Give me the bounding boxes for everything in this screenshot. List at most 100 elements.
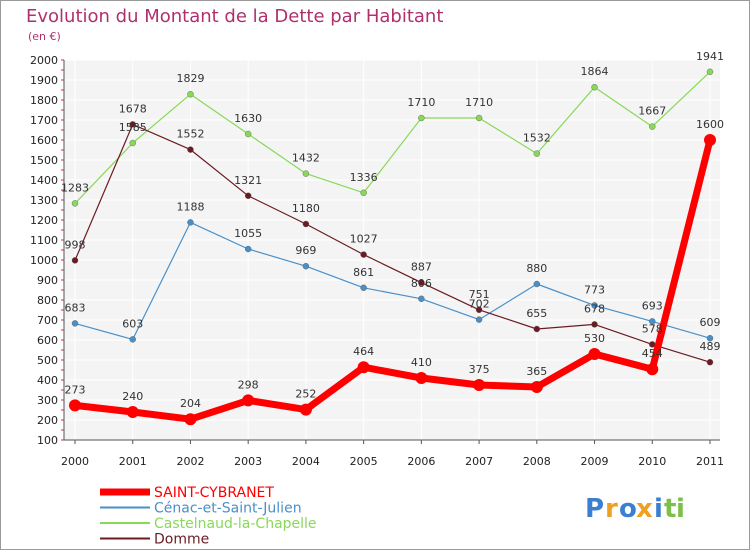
- data-point: [418, 295, 425, 302]
- data-label: 252: [295, 388, 316, 401]
- data-point: [360, 189, 367, 197]
- data-point: [187, 219, 194, 226]
- data-label: 1552: [176, 128, 204, 141]
- data-point: [71, 200, 79, 207]
- legend-entry: Castelnaud-la-Chapelle: [154, 516, 317, 532]
- y-tick-label: 500: [37, 354, 58, 367]
- data-point: [649, 318, 656, 325]
- data-label: 1432: [292, 152, 320, 165]
- data-point: [129, 139, 136, 147]
- x-tick-label: 2006: [407, 455, 435, 468]
- data-point: [357, 361, 370, 374]
- data-label: 1829: [176, 72, 204, 85]
- y-tick-label: 300: [37, 394, 58, 407]
- data-point: [533, 150, 541, 157]
- data-point: [360, 251, 367, 258]
- data-point: [129, 121, 136, 128]
- x-tick-label: 2003: [234, 455, 262, 468]
- data-label: 1055: [234, 227, 262, 240]
- x-tick-label: 2001: [119, 455, 147, 468]
- plot-area: [64, 60, 720, 440]
- data-label: 887: [411, 261, 432, 274]
- data-label: 1678: [119, 102, 147, 115]
- data-label: 998: [65, 238, 86, 251]
- data-point: [244, 245, 252, 253]
- data-point: [475, 114, 483, 122]
- data-point: [244, 192, 252, 200]
- logo-letter: i: [654, 494, 663, 524]
- x-tick-label: 2008: [523, 455, 551, 468]
- data-label: 1630: [234, 112, 262, 125]
- series-line-0: [74, 139, 714, 423]
- data-point: [184, 413, 197, 426]
- data-point: [129, 336, 136, 343]
- legend-entry: Domme: [154, 532, 209, 548]
- chart-title: Evolution du Montant de la Dette par Hab…: [26, 6, 443, 27]
- data-point: [360, 284, 367, 291]
- logo-letter: r: [605, 494, 618, 524]
- data-point: [533, 280, 541, 288]
- logo-letter: P: [585, 494, 604, 524]
- data-labels: 273 240 204 298 252 464 410 375 365 530 454 1600 683…: [61, 50, 724, 410]
- x-tick-label: 2004: [292, 455, 320, 468]
- chart-subtitle: (en €): [28, 30, 61, 43]
- data-point: [71, 257, 79, 264]
- x-tick-label: 2011: [696, 455, 724, 468]
- data-label: 751: [469, 288, 490, 301]
- data-point: [302, 263, 310, 270]
- data-label: 1532: [523, 132, 551, 145]
- data-point: [71, 320, 79, 327]
- data-label: 464: [353, 345, 374, 358]
- data-point: [706, 68, 714, 76]
- data-label: 1321: [234, 174, 262, 187]
- y-tick-label: 100: [37, 434, 58, 447]
- data-label: 530: [584, 332, 605, 345]
- data-label: 683: [65, 301, 86, 314]
- data-point: [415, 372, 428, 384]
- y-tick-label: 600: [37, 334, 58, 347]
- data-label: 1710: [407, 96, 435, 109]
- data-label: 1027: [350, 233, 378, 246]
- logo-letter: o: [619, 494, 637, 524]
- y-tick-label: 700: [37, 314, 58, 327]
- data-point: [69, 399, 81, 412]
- y-tick-label: 1100: [30, 234, 58, 247]
- data-label: 1188: [176, 200, 204, 213]
- legend: SAINT-CYBRANETCénac-et-Saint-JulienCaste…: [100, 485, 317, 548]
- data-point: [706, 335, 714, 342]
- data-label: 880: [526, 262, 547, 275]
- data-point: [244, 130, 252, 138]
- legend-entry: Cénac-et-Saint-Julien: [154, 501, 302, 517]
- data-point: [418, 114, 425, 122]
- data-label: 1667: [638, 105, 666, 118]
- data-label: 655: [526, 307, 547, 320]
- y-tick-label: 1400: [30, 174, 58, 187]
- x-tick-label: 2007: [465, 455, 493, 468]
- data-point: [418, 279, 425, 286]
- data-point: [242, 394, 255, 407]
- axes: 100 200 300 400 500 600 700 800 900 1000 1100 1200 1…: [30, 54, 724, 468]
- y-tick-label: 1600: [30, 134, 58, 147]
- data-label: 1180: [292, 202, 320, 215]
- data-label: 609: [700, 316, 721, 329]
- data-point: [591, 302, 598, 309]
- data-label: 410: [411, 356, 432, 369]
- data-point: [706, 359, 714, 366]
- data-point: [473, 379, 486, 391]
- data-label: 806: [411, 277, 432, 290]
- y-tick-label: 1300: [30, 194, 58, 207]
- data-point: [187, 146, 194, 153]
- data-label: 1600: [696, 118, 724, 131]
- data-point: [591, 83, 598, 91]
- legend-entry: SAINT-CYBRANET: [154, 485, 274, 501]
- data-label: 578: [642, 322, 663, 335]
- data-point: [187, 90, 194, 98]
- logo-letter: x: [636, 494, 653, 524]
- data-label: 1864: [581, 65, 609, 78]
- data-label: 240: [122, 390, 143, 403]
- y-tick-label: 1800: [30, 94, 58, 107]
- data-label: 1283: [61, 181, 89, 194]
- data-point: [475, 316, 483, 323]
- data-label: 861: [353, 266, 374, 279]
- data-label: 773: [584, 283, 605, 296]
